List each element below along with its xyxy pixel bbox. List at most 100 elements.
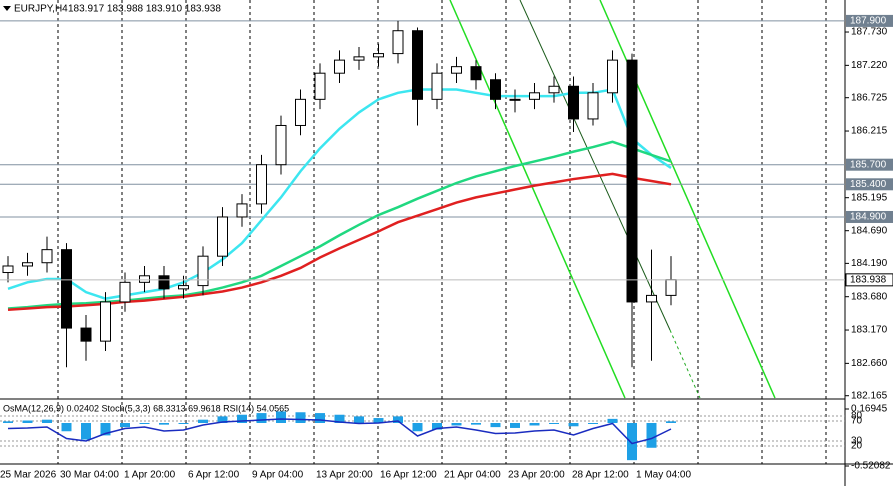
level-box <box>846 158 893 171</box>
indicator-label: OsMA(12,26,9) 0.02402 Stoch(5,3,3) 68.33… <box>3 403 289 413</box>
candle <box>607 50 618 103</box>
level-label: 185.700 <box>850 159 887 170</box>
candle-body <box>275 124 287 166</box>
candle-body <box>587 92 599 120</box>
osma-bar <box>42 419 52 423</box>
osma-bar <box>22 420 33 423</box>
level-label: 187.900 <box>850 16 887 27</box>
candle-body <box>22 262 33 267</box>
y-tick-label: 187.730 <box>851 27 888 38</box>
candle <box>509 89 521 113</box>
candle <box>217 207 228 266</box>
candle-body <box>256 164 267 205</box>
candle <box>431 63 443 110</box>
candle-body <box>373 53 384 58</box>
x-tick-label: 28 Apr 12:00 <box>572 470 629 481</box>
y-tick-label: 184.690 <box>851 225 888 236</box>
candle <box>626 53 638 368</box>
osma-bar <box>549 422 559 424</box>
x-tick-label: 1 May 04:00 <box>636 470 691 481</box>
osma-bar <box>354 416 364 423</box>
candle-body <box>646 294 657 303</box>
osma-bar <box>334 414 345 423</box>
candle <box>392 20 404 64</box>
x-tick-label: 30 Mar 04:00 <box>60 470 119 481</box>
level-box <box>846 14 893 27</box>
osma-bar <box>529 422 540 426</box>
osma-bar <box>627 422 637 461</box>
candle-body <box>353 56 365 61</box>
candle <box>139 265 150 293</box>
candle <box>587 82 599 126</box>
candle <box>568 76 579 133</box>
rsi-tick-label: 30 <box>851 436 863 447</box>
candle <box>353 47 365 70</box>
y-tick-label: 184.190 <box>851 258 888 269</box>
candle <box>451 56 462 83</box>
y-tick-label: 182.165 <box>851 390 888 401</box>
candle <box>529 82 540 110</box>
candle-body <box>470 66 482 81</box>
osma-bar <box>237 414 247 423</box>
candle-body <box>568 85 579 120</box>
osma-bar <box>510 422 520 428</box>
osma-bar <box>61 422 72 432</box>
vertical-grid <box>57 0 827 464</box>
candle <box>2 256 14 283</box>
candle <box>119 272 131 312</box>
candle <box>412 27 423 126</box>
candle <box>41 236 53 273</box>
rsi-line <box>7 418 672 445</box>
candle-body <box>41 249 53 264</box>
x-tick-label: 6 Apr 12:00 <box>188 470 240 481</box>
osma-bar <box>178 422 189 424</box>
level-label: 184.900 <box>850 212 887 223</box>
candle-body <box>236 203 248 218</box>
candle-body <box>2 265 14 274</box>
osma-bar <box>81 422 91 440</box>
rsi-tick-label: 70 <box>851 416 863 427</box>
osma-tick-label: -0.52082 <box>851 461 891 472</box>
candle <box>470 60 482 90</box>
y-tick-label: 187.220 <box>851 60 888 71</box>
candle <box>80 315 92 361</box>
candle-body <box>548 85 560 94</box>
y-tick-label: 186.215 <box>851 126 888 137</box>
osma-bar <box>295 412 306 423</box>
x-tick-label: 16 Apr 12:00 <box>380 470 437 481</box>
osma-bar <box>393 416 403 423</box>
candle <box>490 73 501 110</box>
candle-body <box>392 30 404 55</box>
candle <box>334 50 345 83</box>
osma-bar <box>432 422 442 430</box>
candle-body <box>665 279 677 296</box>
osma-tick-label: 0.16945 <box>851 404 888 415</box>
candle <box>158 265 170 299</box>
osma-bar <box>666 421 676 423</box>
osma-bar <box>451 422 462 426</box>
candle <box>22 252 33 276</box>
osma-bar <box>276 411 286 423</box>
candle-body <box>314 72 326 100</box>
osma-bar <box>373 418 384 423</box>
x-tick-label: 13 Apr 20:00 <box>316 470 373 481</box>
moving-average <box>7 88 672 300</box>
osma-bar <box>139 422 150 424</box>
current-price-box <box>845 273 893 287</box>
candle-body <box>178 285 189 290</box>
osma-bar <box>159 422 169 425</box>
y-tick-label: 182.660 <box>851 358 888 369</box>
symbol-title: EURJPY,H4 <box>14 4 68 15</box>
candle-body <box>490 79 501 100</box>
candle <box>373 43 384 67</box>
menu-arrow[interactable] <box>3 6 11 11</box>
x-tick-label: 25 Mar 2026 <box>0 470 57 481</box>
candle-body <box>119 281 131 303</box>
level-label: 185.400 <box>850 179 887 190</box>
candle-body <box>412 30 423 100</box>
candle-body <box>295 98 306 126</box>
candle-body <box>139 275 150 283</box>
x-tick-label: 1 Apr 20:00 <box>124 470 176 481</box>
